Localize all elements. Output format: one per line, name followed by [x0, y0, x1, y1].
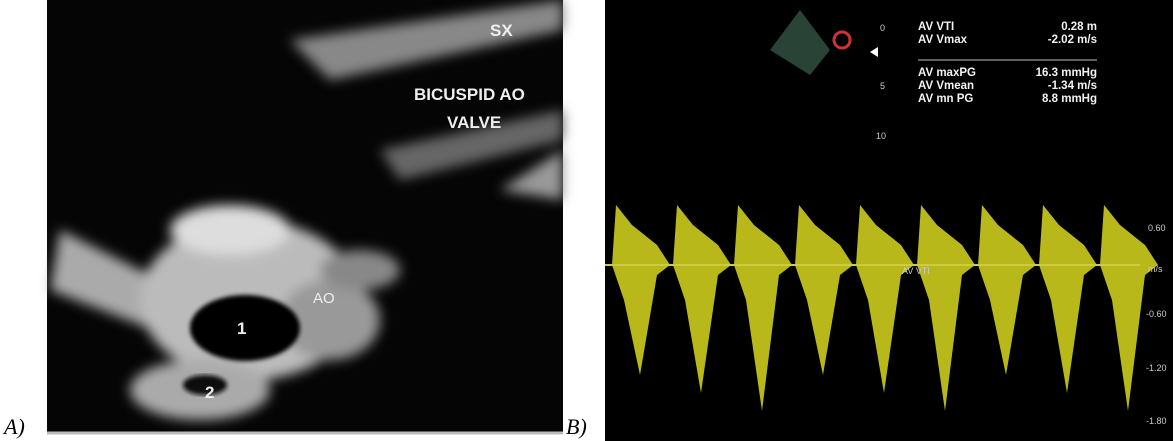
annotation: 2 — [205, 383, 214, 402]
measurement-label: AV mn PG — [918, 93, 973, 105]
annotation: BICUSPID AO — [414, 85, 525, 104]
annotation: AO — [313, 290, 335, 307]
measurement-value: 0.28 m — [1061, 21, 1097, 33]
velocity-label: m/s — [1148, 264, 1163, 274]
figure: SX BICUSPID AO VALVE AO 1 2 A) 0 5 10 AV… — [0, 0, 1173, 441]
measurement-value: -2.02 m/s — [1048, 34, 1097, 46]
depth-label: 0 — [880, 23, 885, 33]
measurement-value: 8.8 mmHg — [1042, 93, 1097, 105]
panel-label: A) — [2, 414, 25, 439]
measurement-value: -1.34 m/s — [1048, 80, 1097, 92]
velocity-label: -0.60 — [1146, 309, 1167, 319]
velocity-label: -1.80 — [1146, 416, 1167, 426]
panel-label: B) — [566, 414, 587, 439]
annotation: 1 — [237, 319, 246, 338]
measurement-value: 16.3 mmHg — [1036, 67, 1097, 79]
depth-label: 5 — [880, 81, 885, 91]
depth-label: 10 — [876, 131, 886, 141]
velocity-label: 0.60 — [1148, 223, 1166, 233]
annotation: VALVE — [447, 113, 501, 132]
measurement-label: AV VTI — [918, 21, 954, 33]
measurement-label: AV Vmax — [918, 34, 968, 46]
measurement-label: AV Vmean — [918, 80, 974, 92]
annotation: SX — [490, 21, 513, 40]
measurement-label: AV maxPG — [918, 67, 976, 79]
velocity-label: -1.20 — [1146, 363, 1167, 373]
trace-label: AV VTI — [902, 266, 930, 276]
